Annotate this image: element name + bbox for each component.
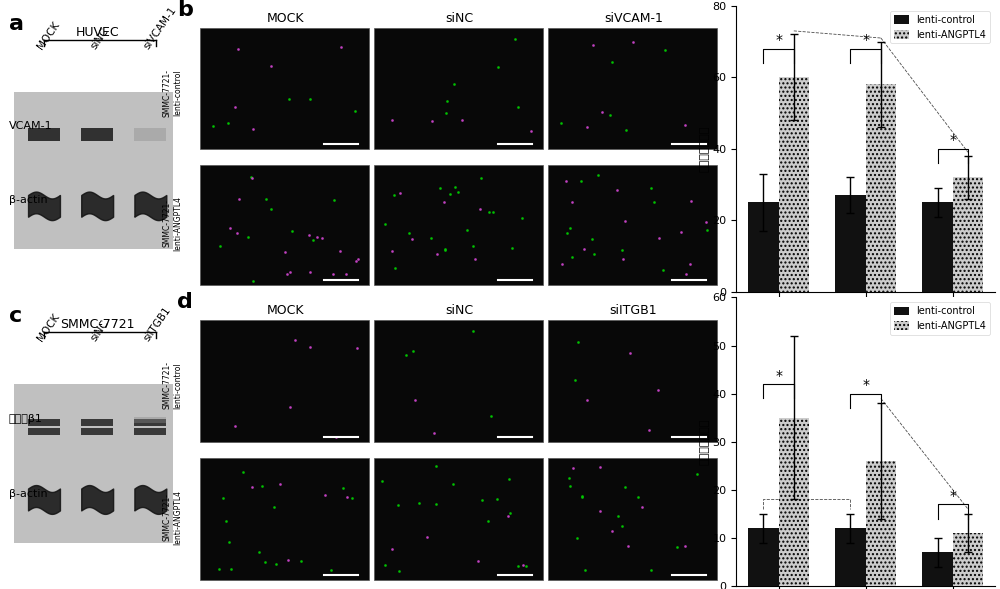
Bar [200,320,369,442]
Bar [28,128,60,141]
Bar [134,417,166,423]
Legend: lenti-control, lenti-ANGPTL4: lenti-control, lenti-ANGPTL4 [890,302,990,335]
Text: HUVEC: HUVEC [75,26,119,39]
Text: VCAM-1: VCAM-1 [9,121,52,131]
Bar [866,84,896,292]
Bar [200,458,369,580]
Text: a: a [9,15,24,35]
Text: siNC: siNC [445,12,473,25]
Bar [134,128,166,141]
Y-axis label: 细胞数量／视野: 细胞数量／视野 [700,419,710,465]
Bar [548,28,717,148]
Text: SMMC-7721: SMMC-7721 [60,317,134,330]
Text: *: * [775,369,782,383]
Text: MOCK: MOCK [266,304,304,317]
Bar [922,202,953,292]
Text: *: * [862,33,869,47]
Bar [548,320,717,442]
Bar [748,202,779,292]
Text: SMMC-7721-
lenti-ANGPTL4: SMMC-7721- lenti-ANGPTL4 [162,489,182,545]
Bar [14,91,173,249]
Text: siVCAM-1: siVCAM-1 [142,5,179,52]
Text: 整合素β1: 整合素β1 [9,413,42,423]
Text: siVCAM-1: siVCAM-1 [604,12,663,25]
Bar [134,419,166,426]
Bar [81,428,113,435]
Bar [779,77,809,292]
Text: β-actin: β-actin [9,195,47,205]
Bar [374,165,543,285]
Bar [200,165,369,285]
Bar [81,128,113,141]
Text: MOCK: MOCK [36,312,62,343]
Text: d: d [177,292,193,312]
Bar [374,320,543,442]
Text: siNC: siNC [445,304,473,317]
Text: SMMC-7721-
lenti-ANGPTL4: SMMC-7721- lenti-ANGPTL4 [162,196,182,251]
Text: *: * [862,378,869,392]
Text: *: * [949,133,956,147]
Bar [374,458,543,580]
Text: MOCK: MOCK [36,20,62,52]
Bar [835,195,866,292]
Bar [922,552,953,586]
Legend: lenti-control, lenti-ANGPTL4: lenti-control, lenti-ANGPTL4 [890,11,990,44]
Text: siNC: siNC [89,319,111,343]
Text: siITGB1: siITGB1 [142,306,173,343]
Bar [14,384,173,543]
Bar [748,528,779,586]
Bar [548,458,717,580]
Y-axis label: 细胞数量／视野: 细胞数量／视野 [700,125,710,172]
Bar [81,419,113,426]
Text: SMMC-7721-
lenti-control: SMMC-7721- lenti-control [162,361,182,409]
Bar [953,177,983,292]
Bar [28,428,60,435]
Bar [374,28,543,148]
Bar [134,428,166,435]
Text: MOCK: MOCK [266,12,304,25]
Text: siITGB1: siITGB1 [610,304,657,317]
Bar [835,528,866,586]
Bar [866,461,896,586]
Text: *: * [775,33,782,47]
Bar [779,418,809,586]
Bar [28,419,60,426]
Text: siNC: siNC [89,27,111,52]
Text: c: c [9,306,22,326]
Bar [548,165,717,285]
Text: SMMC-7721-
lenti-control: SMMC-7721- lenti-control [162,69,182,117]
Text: β-actin: β-actin [9,489,47,499]
Bar [200,28,369,148]
Text: b: b [177,0,193,20]
Text: *: * [949,489,956,503]
Bar [953,533,983,586]
